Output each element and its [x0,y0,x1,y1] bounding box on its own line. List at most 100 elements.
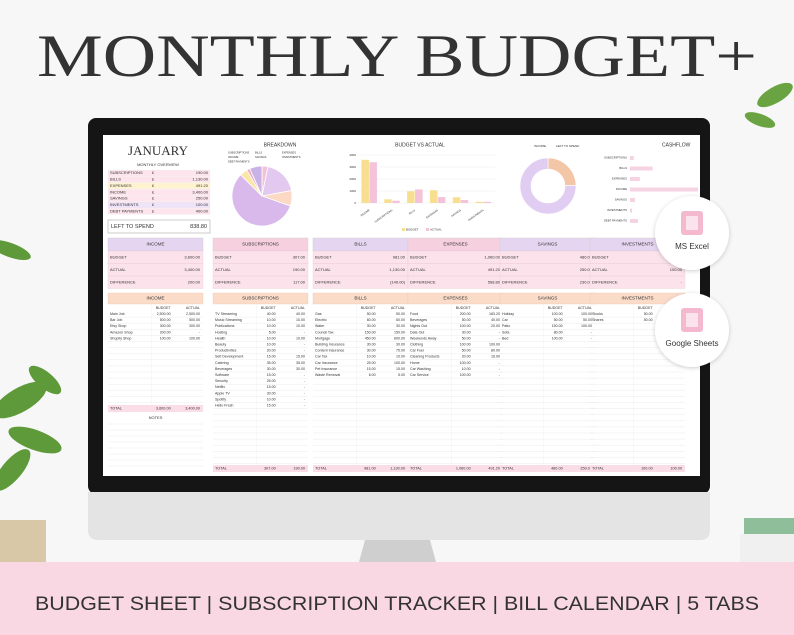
row-budget: 30.00 [367,342,376,346]
bar [452,197,461,203]
row-name: Food [410,312,418,316]
row-actual: - [591,330,593,334]
row-actual: - [304,379,306,383]
badge-label: MS Excel [675,242,709,251]
row-budget: 30.00 [367,324,376,328]
bar [407,191,415,203]
bar [483,201,492,203]
row-actual: 30.00 [396,324,405,328]
summary-row-label: ACTUAL [215,267,232,272]
overview-row [107,201,211,209]
summary-title: SUBSCRIPTIONS [242,242,279,247]
summary-row [107,275,204,289]
overview-currency: £ [152,176,155,181]
summary-value: 230.00 [580,279,593,284]
total-budget: 1,060.00 [456,467,471,471]
summary-value: 307.00 [293,254,306,259]
left-to-spend-box [107,219,211,234]
column-label: ACTUAL [486,306,500,310]
overview-row [107,169,211,177]
summary-row-label: BUDGET [315,254,332,259]
total-label: TOTAL [110,407,122,411]
summary-row-label: DIFFERENCE [502,279,528,284]
row-name: Amazon Shop [110,330,133,334]
table-title: INCOME [147,296,165,301]
notes-label: NOTES [149,415,163,420]
pie-legend: SAVINGS [255,155,267,159]
donut-legend: INCOME [534,144,546,148]
total-actual: 190.00 [293,467,305,471]
banner-text: BUDGET SHEET | SUBSCRIPTION TRACKER | BI… [35,594,759,615]
row-actual: 300.00 [189,324,200,328]
total-actual: 3,400.00 [185,407,200,411]
total-label: TOTAL [592,467,604,471]
row-name: Car Service [410,373,429,377]
bar [392,200,400,203]
row-actual: 100.00 [581,324,592,328]
y-tick-label: 3000 [349,165,356,169]
row-actual: 50.00 [396,312,405,316]
row-name: Productivities [215,349,237,353]
basket [0,520,46,562]
summary-title: INCOME [147,242,165,247]
row-actual: 100.00 [581,312,592,316]
row-name: Car [502,318,509,322]
row-actual: 40.00 [296,312,305,316]
x-tick-label: BILLS [408,208,416,215]
row-actual: - [304,342,306,346]
row-name: Home [410,361,420,365]
summary-value: 117.00 [293,279,306,284]
left-to-spend-amount: 838.80 [190,224,207,230]
badge-icon-inner [686,313,698,327]
cashflow-bar [630,219,638,223]
plant-right [744,82,793,128]
cashflow-bar [630,198,635,202]
summary-value: 190.00 [293,267,306,272]
row-name: Spotify [215,397,226,401]
pie-legend: DEBT PAYMENTS [228,160,250,164]
row-budget: 50.00 [644,312,653,316]
overview-amount: 400.00 [196,208,209,213]
row-name: Clothing [410,342,423,346]
column-label: BUDGET [548,306,564,310]
row-actual: - [304,349,306,353]
row-actual: 2,500.00 [186,312,200,316]
total-budget: 307.00 [264,467,276,471]
title: MONTHLY BUDGET+ [37,23,757,89]
overview-amount: 190.00 [196,170,209,175]
overview-row [107,195,211,202]
row-name: Holiday [502,312,514,316]
total-actual: 1,130.00 [390,467,405,471]
summary-row-label: BUDGET [592,254,609,259]
column-label: BUDGET [361,306,377,310]
row-budget: 30.00 [462,330,471,334]
summary-row-label: ACTUAL [410,267,427,272]
row-name: Shopify Shop [110,336,131,340]
overview-label: DEBT PAYMENTS [110,208,143,213]
column-label: ACTUAL [391,306,405,310]
row-actual: 75.00 [396,349,405,353]
overview-row [107,176,211,183]
row-budget: 80.00 [554,330,563,334]
row-name: Patio [502,324,510,328]
legend-swatch [426,228,429,231]
overview-label: EXPENSES [110,183,132,188]
summary-row-label: DIFFERENCE [315,279,341,284]
row-name: Catering [215,361,229,365]
row-name: Beauty [215,342,226,346]
summary-row-label: ACTUAL [110,267,127,272]
table-title: INVESTMENTS [621,296,653,301]
row-budget: 10.00 [267,397,276,401]
row-name: Mortgage [315,336,330,340]
row-budget: 100.00 [460,373,471,377]
total-budget: 981.00 [364,467,376,471]
row-name: Beverages [215,367,232,371]
bar [369,162,377,203]
summary-value: 981.00 [393,254,406,259]
legend-swatch [402,228,405,231]
banner [0,562,794,635]
total-actual: 491.20 [488,467,500,471]
row-budget: 10.00 [267,318,276,322]
row-name: Council Tax [315,330,334,334]
y-tick-label: 4000 [349,153,356,157]
